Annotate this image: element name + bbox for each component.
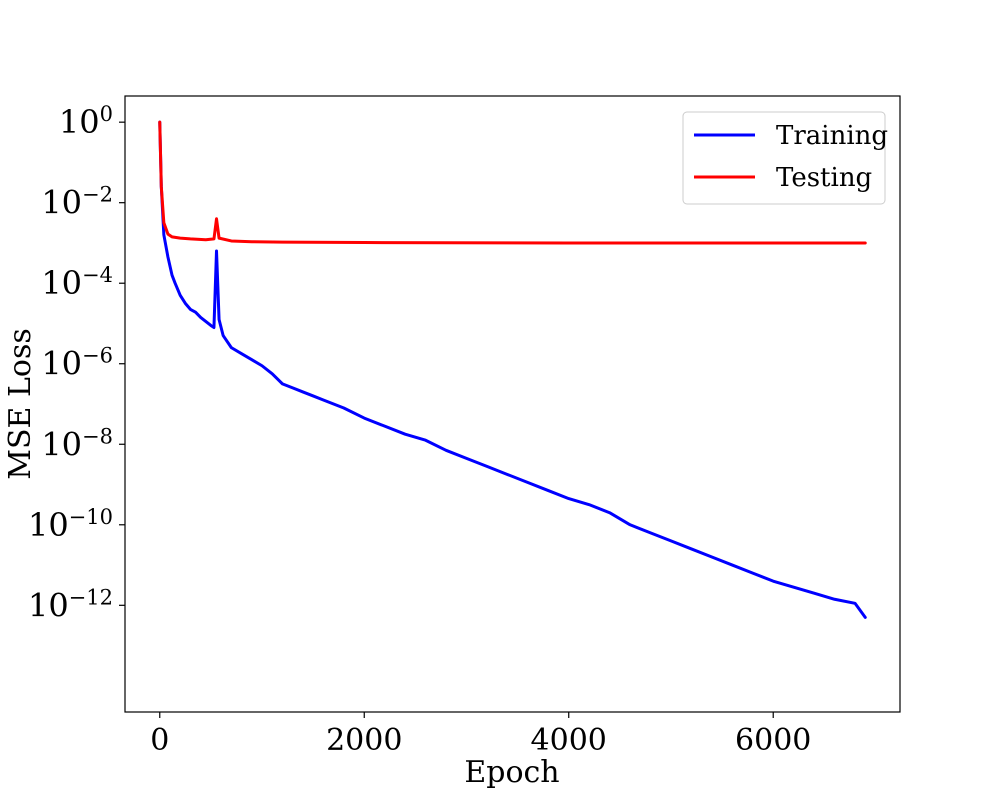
y-tick-label: 10−6 <box>41 344 113 383</box>
legend-training-label: Training <box>776 121 888 151</box>
y-tick-label: 100 <box>59 102 113 141</box>
y-tick-label: 10−8 <box>41 424 113 463</box>
y-axis-label: MSE Loss <box>3 328 38 479</box>
y-axis-ticks: 100 10−2 10−4 10−6 10−8 10−10 10−12 <box>28 102 125 624</box>
y-tick-label: 10−12 <box>28 585 113 624</box>
legend-testing-label: Testing <box>776 163 872 193</box>
legend: Training Testing <box>682 111 888 205</box>
series-line-training <box>158 120 867 619</box>
series-lines <box>158 120 867 619</box>
x-tick-label: 2000 <box>326 723 402 758</box>
x-axis-ticks: 0 2000 4000 6000 <box>150 712 811 758</box>
x-tick-label: 4000 <box>531 723 607 758</box>
series-line-testing <box>158 120 867 245</box>
x-tick-label: 0 <box>150 723 169 758</box>
y-tick-label: 10−4 <box>41 263 113 302</box>
y-tick-label: 10−2 <box>41 183 113 222</box>
x-axis-label: Epoch <box>464 755 559 790</box>
x-tick-label: 6000 <box>735 723 811 758</box>
y-tick-label: 10−10 <box>28 505 113 544</box>
